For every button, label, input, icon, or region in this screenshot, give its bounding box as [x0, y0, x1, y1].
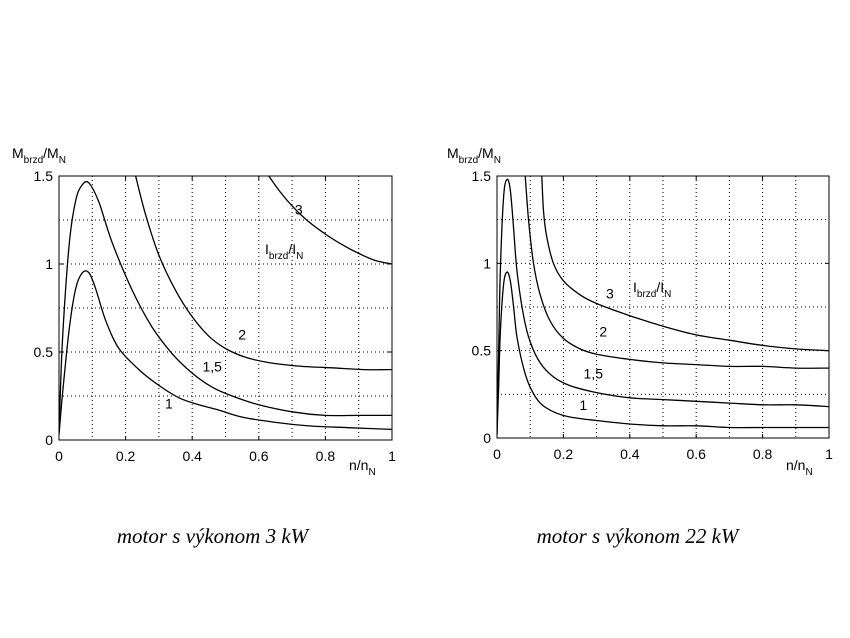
chart-panel-3kw: 0 0.2 0.4 0.6 0.8 1 0 0.5 1 1.5 Mbrzd/MN n/nN Ibrzd/…: [12, 145, 396, 548]
series-line-2: [134, 176, 392, 371]
y-tick-label: 1.5: [34, 168, 54, 184]
y-tick-label: 1.5: [472, 168, 492, 184]
chart-caption-3kw: motor s výkonom 3 kW: [116, 524, 309, 548]
series-label-2: 2: [599, 324, 607, 340]
series-label-2: 2: [238, 327, 246, 343]
series-label-1-5: 1,5: [584, 366, 604, 382]
series-label-1-5: 1,5: [202, 358, 222, 374]
x-tick-label: 0: [55, 448, 63, 464]
series-label-3: 3: [606, 285, 614, 301]
series-line-2: [524, 176, 829, 369]
series-label-3: 3: [295, 202, 303, 218]
y-tick-label: 0: [45, 432, 53, 448]
series-label-1: 1: [579, 397, 587, 413]
y-tick-label: 0.5: [472, 343, 492, 359]
series-line-3: [268, 176, 392, 265]
x-tick-label: 0.2: [116, 448, 136, 464]
x-tick-label: 0.2: [554, 446, 574, 462]
parameter-label: Ibrzd/IN: [633, 279, 671, 300]
x-tick-label: 0.4: [620, 446, 640, 462]
series-line-1-5: [497, 178, 829, 435]
x-tick-label: 0.8: [316, 448, 336, 464]
x-axis-label: n/nN: [349, 457, 376, 478]
y-axis-label: Mbrzd/MN: [12, 145, 66, 166]
chart-3kw: 0 0.2 0.4 0.6 0.8 1 0 0.5 1 1.5 Mbrzd/MN n/nN Ibrzd/…: [12, 145, 396, 478]
series-label-1: 1: [165, 395, 173, 411]
plot-frame: [496, 175, 830, 439]
x-tick-label: 0.6: [249, 448, 269, 464]
x-tick-label: 1: [388, 448, 396, 464]
chart-caption-22kw: motor s výkonom 22 kW: [536, 524, 739, 548]
parameter-label: Ibrzd/IN: [265, 241, 303, 262]
x-tick-label: 0.8: [753, 446, 773, 462]
x-tick-label: 0.4: [182, 448, 202, 464]
series-line-1-5: [59, 180, 392, 434]
chart-panel-22kw: 0 0.2 0.4 0.6 0.8 1 0 0.5 1 1.5 Mbrzd/MN n/nN Ibrzd/…: [425, 0, 850, 638]
x-axis-label: n/nN: [786, 457, 813, 478]
series-line-1: [497, 271, 829, 435]
y-tick-label: 1: [483, 255, 491, 271]
y-tick-label: 1: [45, 256, 53, 272]
series-line-1: [59, 270, 392, 435]
series-line-3: [541, 176, 829, 352]
y-tick-label: 0.5: [34, 344, 54, 360]
y-tick-label: 0: [483, 430, 491, 446]
plot-frame: [58, 175, 393, 441]
x-tick-label: 0: [493, 446, 501, 462]
x-tick-label: 0.6: [686, 446, 706, 462]
x-tick-label: 1: [825, 446, 833, 462]
y-axis-label: Mbrzd/MN: [447, 145, 501, 166]
chart-22kw: 0 0.2 0.4 0.6 0.8 1 0 0.5 1 1.5 Mbrzd/MN n/nN Ibrzd/…: [447, 145, 833, 478]
